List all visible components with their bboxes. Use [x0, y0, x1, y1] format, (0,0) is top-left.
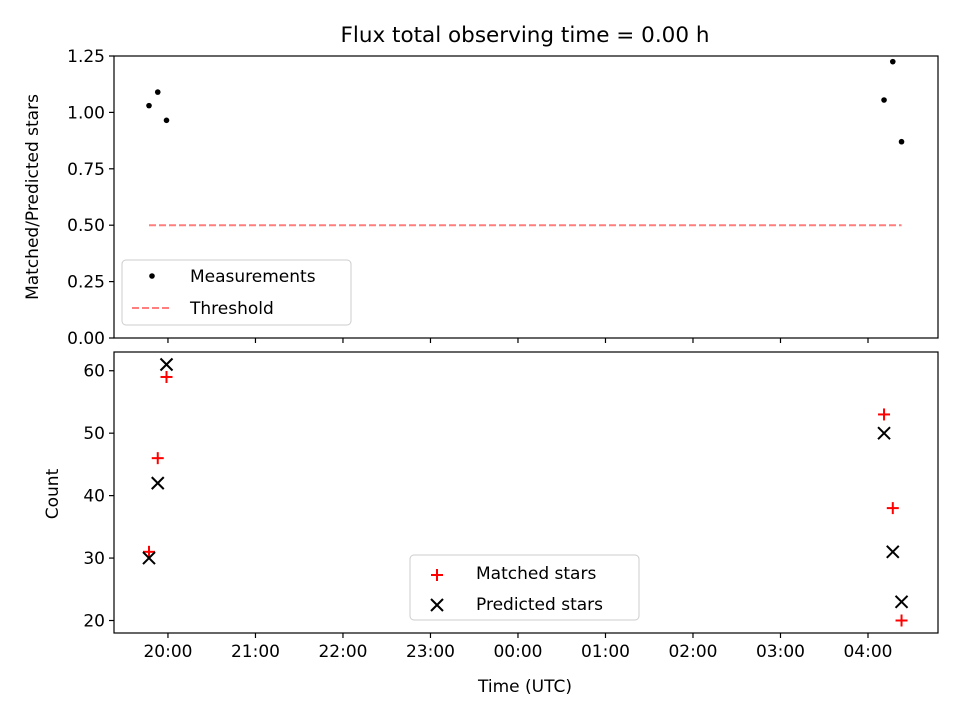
count-axes-frame: [113, 351, 939, 634]
matched-stars-point: [878, 408, 891, 421]
predicted-stars-point: [159, 357, 174, 372]
x-tick-label: 04:00: [843, 642, 892, 662]
predicted-stars-point: [877, 426, 891, 440]
x-tick-label: 01:00: [581, 642, 630, 662]
predicted-stars-point: [886, 545, 900, 559]
ratio-legend-box: [121, 259, 352, 326]
count-legend-box: [409, 554, 640, 621]
ratio-y-tick-label: 0.75: [67, 160, 105, 180]
x-tick-label: 20:00: [143, 642, 192, 662]
matched-stars-point: [143, 545, 156, 558]
measurements-point: [889, 58, 896, 65]
ratio-y-tick-label: 1.00: [67, 103, 105, 123]
ratio-plot-area: [146, 58, 905, 227]
count-y-tick-label: 60: [83, 362, 105, 382]
chart-title: Flux total observing time = 0.00 h: [341, 23, 710, 48]
ratio-y-ticks: 0.00 0.25 0.50 0.75 1.00 1.25: [67, 47, 114, 349]
predicted-stars-point: [151, 476, 165, 490]
count-y-axis-label: Count: [43, 468, 63, 519]
x-tick-label: 21:00: [231, 642, 280, 662]
matched-stars-point: [160, 370, 173, 383]
count-y-tick-label: 50: [83, 424, 105, 444]
count-legend: Matched stars Predicted stars: [409, 554, 640, 621]
measurements-point: [163, 117, 170, 124]
x-tick-label: 22:00: [318, 642, 367, 662]
matched-stars-point: [895, 614, 908, 627]
legend-measurements-label: Measurements: [190, 267, 316, 287]
measurements-point: [881, 97, 887, 103]
ratio-y-tick-label: 1.25: [67, 47, 105, 67]
count-x-ticks: 20:00 21:00 22:00 23:00 00:00 01:00 02:00 03:00…: [143, 633, 892, 662]
ratio-y-tick-label: 0.00: [67, 329, 105, 349]
ratio-legend: Measurements Threshold: [121, 259, 352, 326]
x-tick-label: 03:00: [756, 642, 805, 662]
count-panel: Count Time (UTC) 20 30 40 50 60 20:00 21:00 22…: [43, 351, 939, 697]
legend-predicted-marker: [430, 598, 444, 612]
measurements-point: [154, 89, 161, 95]
count-plot-area: [142, 357, 909, 627]
matched-stars-point: [151, 452, 164, 465]
legend-matched-marker: [431, 569, 443, 581]
legend-predicted-label: Predicted stars: [476, 595, 603, 615]
ratio-y-axis-label: Matched/Predicted stars: [23, 94, 43, 300]
legend-measurements-marker: [149, 273, 155, 279]
measurements-point: [898, 138, 905, 145]
x-tick-label: 23:00: [406, 642, 455, 662]
ratio-axes-frame: [113, 55, 939, 339]
ratio-x-ticks: [167, 338, 869, 343]
ratio-y-tick-label: 0.50: [67, 216, 105, 236]
x-tick-label: 02:00: [668, 642, 717, 662]
predicted-stars-point: [894, 595, 909, 609]
predicted-stars-point: [142, 551, 156, 565]
x-axis-label: Time (UTC): [477, 677, 572, 697]
ratio-y-tick-label: 0.25: [67, 273, 105, 293]
x-tick-label: 00:00: [493, 642, 542, 662]
ratio-panel: Flux total observing time = 0.00 h Match…: [23, 23, 939, 349]
count-y-tick-label: 30: [83, 549, 105, 569]
legend-threshold-label: Threshold: [189, 299, 274, 319]
matched-stars-point: [886, 502, 899, 515]
count-y-tick-label: 20: [83, 612, 105, 632]
count-y-tick-label: 40: [83, 487, 105, 507]
measurements-point: [146, 102, 152, 109]
count-y-ticks: 20 30 40 50 60: [83, 362, 114, 632]
legend-matched-label: Matched stars: [476, 564, 596, 584]
